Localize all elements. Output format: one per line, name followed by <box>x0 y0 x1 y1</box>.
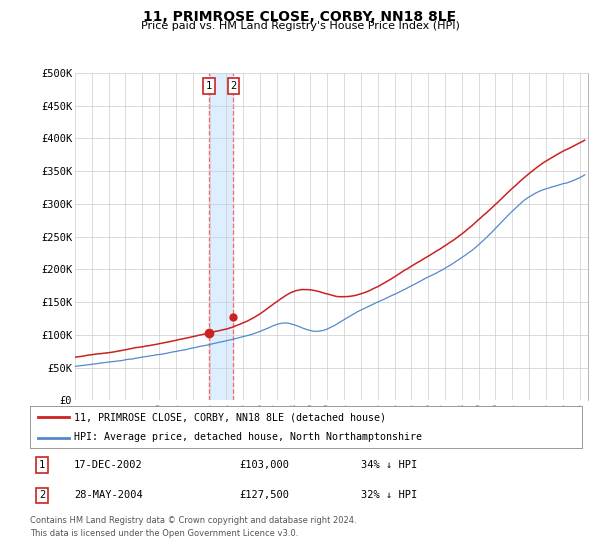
Text: £127,500: £127,500 <box>240 491 290 501</box>
Text: 17-DEC-2002: 17-DEC-2002 <box>74 460 143 470</box>
Text: 11, PRIMROSE CLOSE, CORBY, NN18 8LE (detached house): 11, PRIMROSE CLOSE, CORBY, NN18 8LE (det… <box>74 412 386 422</box>
Text: 1: 1 <box>39 460 45 470</box>
Text: HPI: Average price, detached house, North Northamptonshire: HPI: Average price, detached house, Nort… <box>74 432 422 442</box>
Text: Contains HM Land Registry data © Crown copyright and database right 2024.: Contains HM Land Registry data © Crown c… <box>30 516 356 525</box>
Text: 32% ↓ HPI: 32% ↓ HPI <box>361 491 418 501</box>
Text: Price paid vs. HM Land Registry's House Price Index (HPI): Price paid vs. HM Land Registry's House … <box>140 21 460 31</box>
Text: This data is licensed under the Open Government Licence v3.0.: This data is licensed under the Open Gov… <box>30 529 298 538</box>
Text: 28-MAY-2004: 28-MAY-2004 <box>74 491 143 501</box>
Text: 11, PRIMROSE CLOSE, CORBY, NN18 8LE: 11, PRIMROSE CLOSE, CORBY, NN18 8LE <box>143 10 457 24</box>
Text: 34% ↓ HPI: 34% ↓ HPI <box>361 460 418 470</box>
Bar <box>209 73 233 400</box>
Text: £103,000: £103,000 <box>240 460 290 470</box>
Text: 1: 1 <box>206 81 212 91</box>
Text: 2: 2 <box>39 491 45 501</box>
Text: 2: 2 <box>230 81 236 91</box>
